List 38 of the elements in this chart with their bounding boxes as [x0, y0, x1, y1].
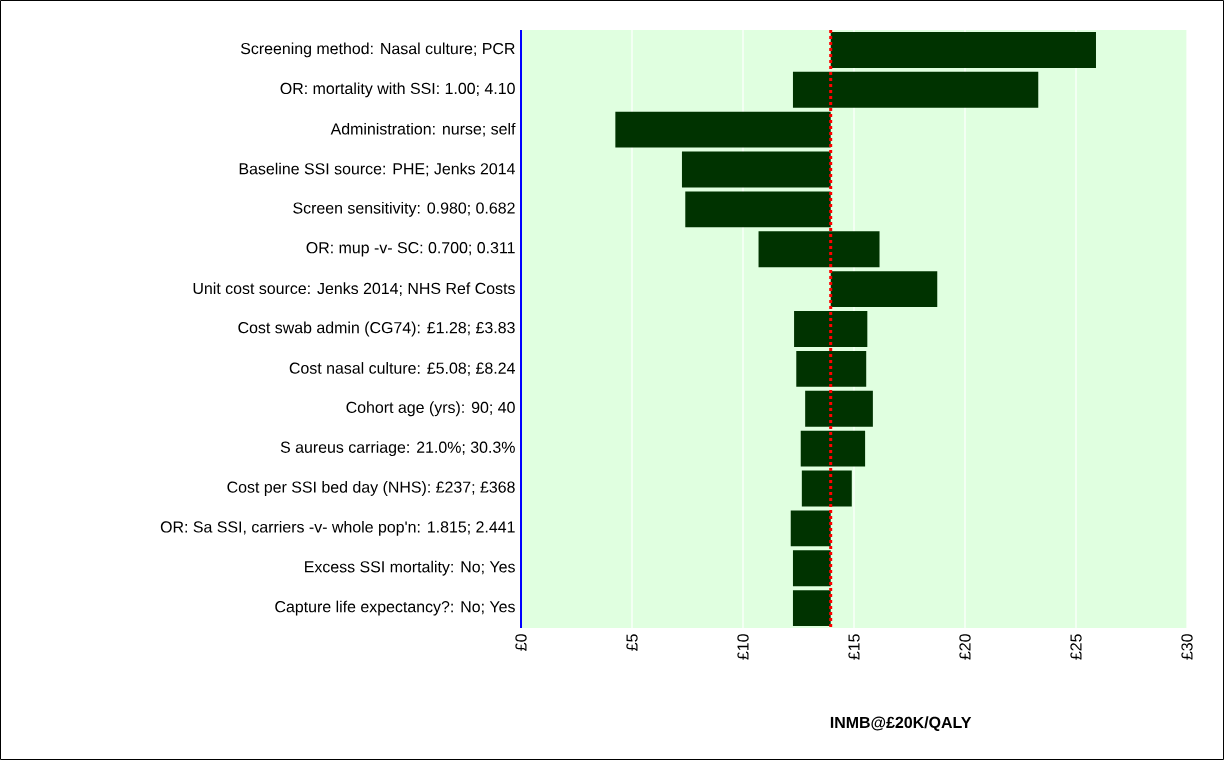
bar [794, 311, 868, 347]
x-tick-label: £20 [959, 634, 971, 660]
y-tick-label: OR: Sa SSI, carriers -v- whole pop'n: 1.815; 2.441 [160, 520, 515, 536]
bar [792, 550, 831, 587]
x-tick-label: £25 [1070, 634, 1082, 660]
bar [800, 430, 866, 467]
x-axis-title: INMB@£20K/QALY [830, 716, 972, 732]
bar [830, 271, 938, 308]
bar [792, 71, 1039, 108]
bar [790, 510, 831, 547]
x-tick-label: £5 [626, 634, 638, 651]
bar [758, 231, 880, 268]
y-tick-label: Unit cost source: Jenks 2014; NHS Ref Costs [193, 282, 515, 296]
bar [801, 470, 852, 507]
bar [792, 590, 831, 627]
y-tick-label: Excess SSI mortality: No; Yes [305, 560, 515, 576]
y-tick-label: Administration: nurse; self [330, 122, 516, 137]
y-tick-label: Cost swab admin (CG74): £1.28; £3.83 [238, 321, 515, 337]
y-tick-label: Cost per SSI bed day (NHS): £237; £368 [227, 481, 515, 496]
y-tick-label: Capture life expectancy?: No; Yes [275, 600, 515, 616]
y-tick-label: OR: mup -v- SC: 0.700; 0.311 [306, 242, 515, 257]
y-tick-label: Cost nasal culture: £5.08; £8.24 [289, 362, 515, 376]
bar [681, 151, 831, 188]
x-tick-label: £30 [1181, 634, 1193, 660]
x-tick-label: £15 [848, 634, 860, 660]
x-tick-label: £0 [515, 634, 527, 651]
y-tick-label: Cohort age (yrs): 90; 40 [346, 401, 515, 417]
bar [685, 191, 831, 228]
bar [805, 390, 873, 427]
x-tick-label: £10 [737, 634, 749, 660]
bar [796, 350, 867, 387]
y-tick-label: Screening method: Nasal culture; PCR [240, 42, 515, 58]
bar [830, 32, 1096, 68]
y-tick-label: Baseline SSI source: PHE; Jenks 2014 [239, 162, 515, 177]
bar [615, 111, 831, 148]
y-tick-label: OR: mortality with SSI: 1.00; 4.10 [280, 82, 515, 98]
y-tick-label: Screen sensitivity: 0.980; 0.682 [293, 201, 515, 217]
y-tick-label: S aureus carriage: 21.0%; 30.3% [280, 441, 515, 457]
